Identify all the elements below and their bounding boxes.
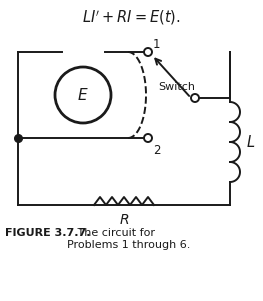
Text: FIGURE 3.7.7.: FIGURE 3.7.7. — [5, 228, 90, 238]
Text: Switch: Switch — [158, 82, 195, 92]
Text: $E$: $E$ — [77, 87, 89, 103]
Circle shape — [144, 48, 152, 56]
Circle shape — [144, 134, 152, 142]
Text: $L$: $L$ — [246, 134, 255, 150]
Text: The circuit for
Problems 1 through 6.: The circuit for Problems 1 through 6. — [67, 228, 190, 250]
Text: 2: 2 — [153, 144, 160, 157]
Text: 1: 1 — [153, 38, 160, 51]
Text: $R$: $R$ — [119, 213, 129, 227]
Circle shape — [191, 94, 199, 102]
Text: $LI' + RI = E(t).$: $LI' + RI = E(t).$ — [82, 9, 180, 27]
